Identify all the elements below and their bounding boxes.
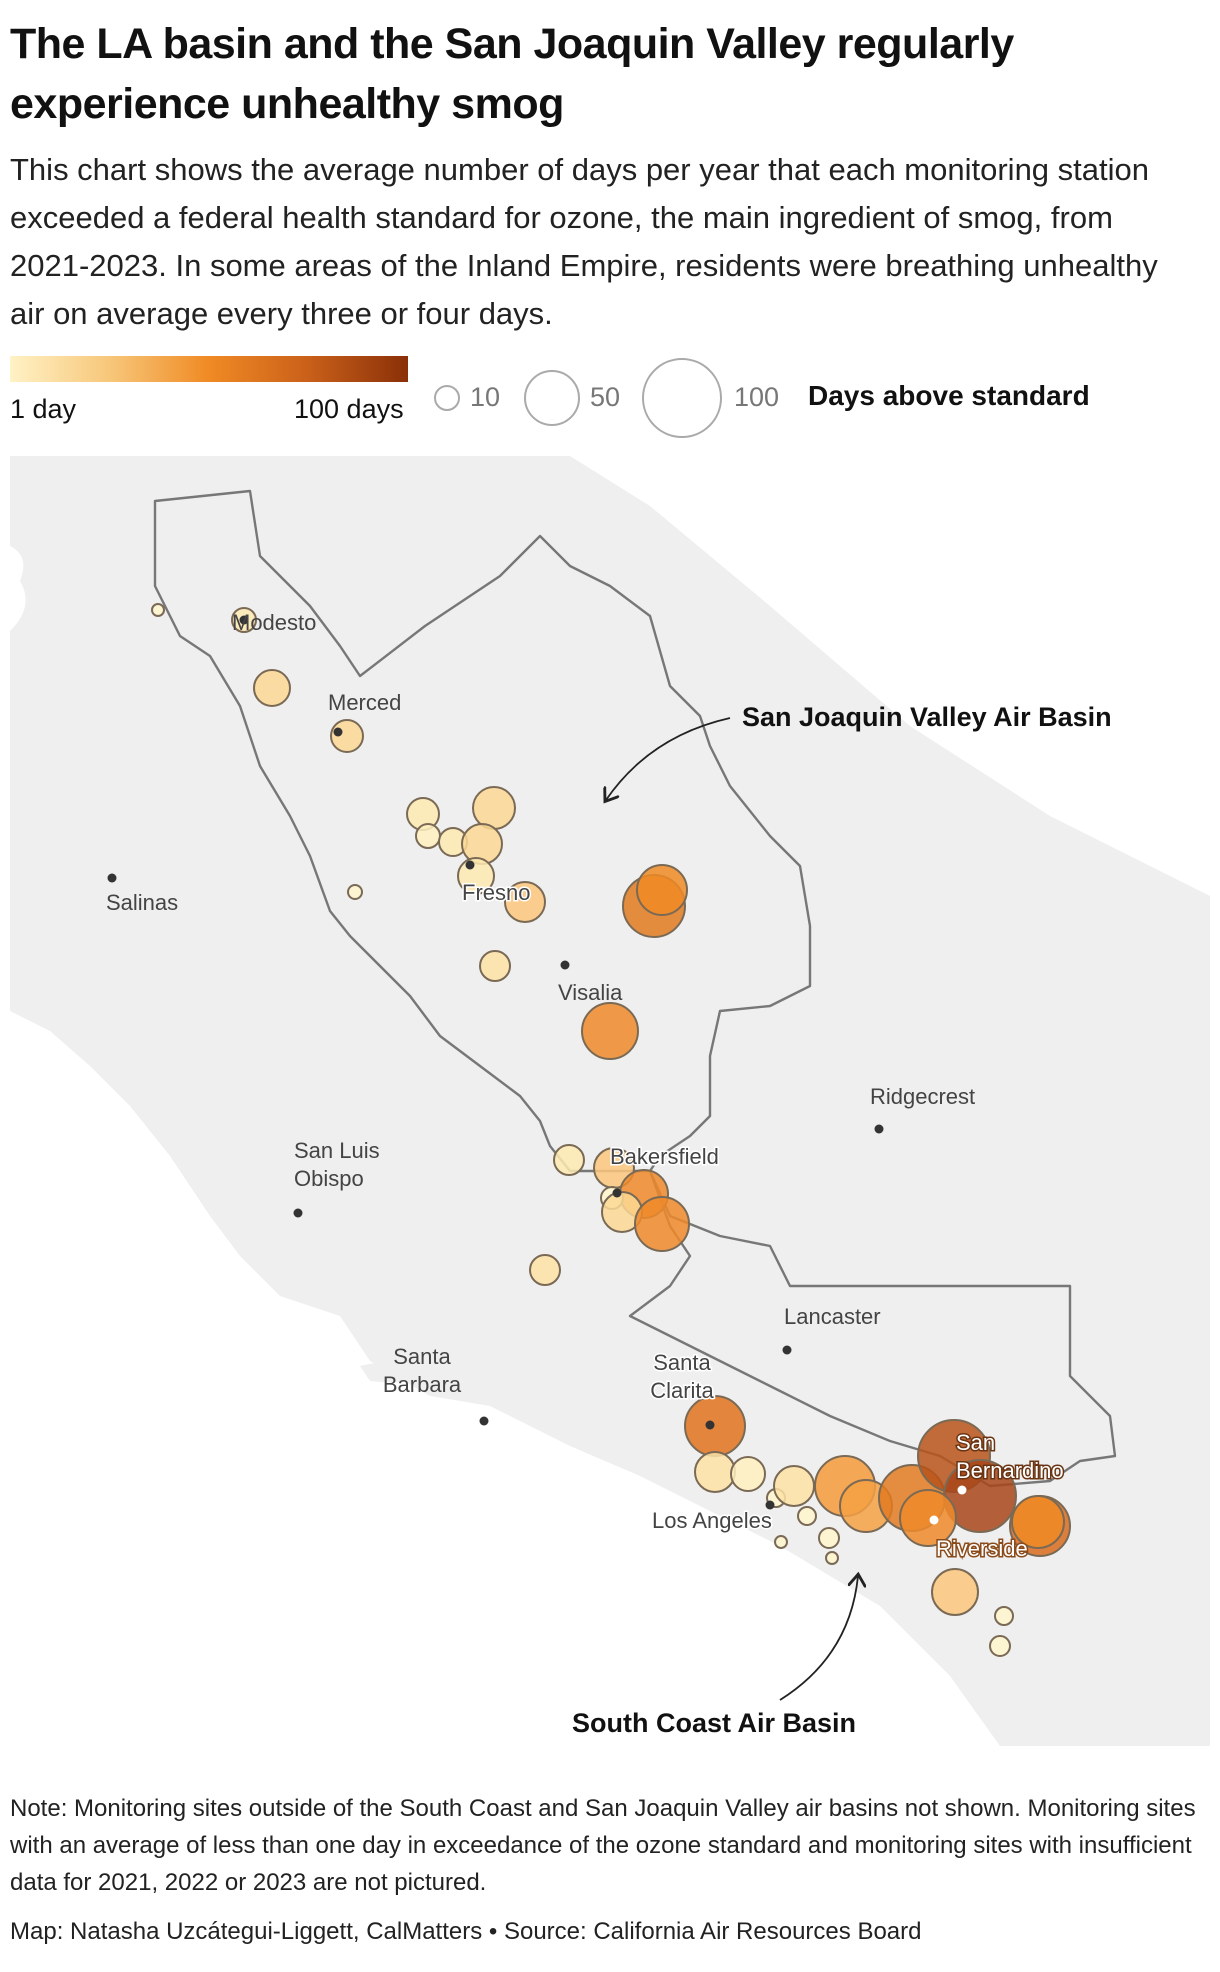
city-label-modesto: Modesto (232, 610, 316, 635)
site-marker (636, 864, 688, 916)
credit-line: Map: Natasha Uzcátegui-Liggett, CalMatte… (10, 1918, 922, 1945)
site-marker (825, 1551, 839, 1565)
site-marker (581, 1002, 639, 1060)
city-label-fresno: Fresno (462, 880, 530, 905)
size-legend-title: Days above standard (808, 380, 1090, 411)
site-marker (553, 1144, 585, 1176)
site-marker (818, 1527, 840, 1549)
site-marker (730, 1456, 766, 1492)
city-dots (107, 615, 967, 1525)
site-marker (989, 1635, 1011, 1657)
city-label-santa-barbara-line1: Santa (393, 1344, 451, 1369)
chart-subtitle: This chart shows the average number of d… (10, 152, 1158, 331)
site-marker (899, 1489, 957, 1547)
city-dot (765, 1500, 775, 1510)
bay-cutout (10, 546, 26, 631)
city-dot (107, 873, 117, 883)
annotation-sjv-arrow (606, 717, 731, 800)
city-dot (782, 1345, 792, 1355)
size-legend-100-circle (642, 358, 722, 438)
legend: 1 day 100 days 10 50 100 Days above stan… (10, 356, 1210, 442)
city-dot (612, 1188, 622, 1198)
city-label-san-luis-obispo-line1: San Luis (294, 1138, 380, 1163)
city-dot (465, 860, 475, 870)
city-label-merced: Merced (328, 690, 401, 715)
city-label-los-angeles: Los Angeles (652, 1508, 772, 1533)
site-marker (774, 1535, 788, 1549)
city-label-santa-clarita-line2: Clarita (650, 1378, 714, 1403)
city-dot (293, 1208, 303, 1218)
city-dot (333, 727, 343, 737)
city-label-salinas: Salinas (106, 890, 178, 915)
land-mass (10, 456, 1210, 1746)
city-dot (957, 1485, 967, 1495)
site-marker (634, 1196, 690, 1252)
site-marker (994, 1606, 1014, 1626)
annotation-south-coast-air-basin: South Coast Air Basin (572, 1708, 856, 1738)
city-dot (705, 1420, 715, 1430)
site-marker (253, 669, 291, 707)
map: Modesto Merced Salinas Fresno Visalia Ri… (10, 456, 1210, 1746)
site-marker (330, 719, 364, 753)
city-dot (239, 615, 249, 625)
monitoring-sites (151, 603, 1071, 1657)
site-marker (797, 1506, 817, 1526)
channel-island (360, 1362, 440, 1383)
city-label-san-luis-obispo-line2: Obispo (294, 1166, 364, 1191)
city-label-san-bernardino-line2: Bernardino (956, 1458, 1064, 1483)
site-marker (694, 1451, 736, 1493)
site-marker (504, 881, 546, 923)
color-scale-low-label: 1 day (10, 394, 77, 424)
size-legend-50-label: 50 (590, 382, 621, 412)
city-label-riverside: Riverside (936, 1536, 1028, 1561)
size-legend-10-circle (434, 385, 460, 411)
site-marker (472, 786, 516, 830)
city-label-santa-clarita-line1: Santa (653, 1350, 711, 1375)
city-dot (929, 1515, 939, 1525)
city-label-visalia: Visalia (558, 980, 623, 1005)
site-marker (151, 603, 165, 617)
site-marker (773, 1465, 815, 1507)
size-legend-10-label: 10 (470, 382, 501, 412)
sjv-basin-boundary (153, 489, 812, 1173)
site-marker (931, 1568, 979, 1616)
channel-island (460, 1372, 520, 1388)
annotation-south-coast-arrow (779, 1576, 858, 1701)
site-marker (529, 1254, 561, 1286)
size-legend-100-label: 100 (734, 382, 780, 412)
color-scale-bar (10, 356, 408, 382)
city-label-san-bernardino-line1: San (956, 1430, 995, 1455)
chart-title: The LA basin and the San Joaquin Valley … (10, 20, 1014, 128)
size-legend-50-circle (524, 370, 580, 426)
city-label-ridgecrest: Ridgecrest (870, 1084, 975, 1109)
footnote: Note: Monitoring sites outside of the So… (10, 1795, 1196, 1896)
city-label-lancaster: Lancaster (784, 1304, 881, 1329)
annotation-sjv-air-basin: San Joaquin Valley Air Basin (742, 702, 1112, 732)
city-label-santa-barbara-line2: Barbara (383, 1372, 462, 1397)
city-label-bakersfield: Bakersfield (610, 1144, 719, 1169)
city-dot (479, 1416, 489, 1426)
city-dot (560, 960, 570, 970)
color-scale-high-label: 100 days (294, 394, 404, 424)
site-marker (415, 823, 441, 849)
city-dot (874, 1124, 884, 1134)
site-marker (479, 950, 511, 982)
site-marker (1011, 1495, 1065, 1549)
site-marker (347, 884, 363, 900)
site-marker (684, 1395, 746, 1457)
